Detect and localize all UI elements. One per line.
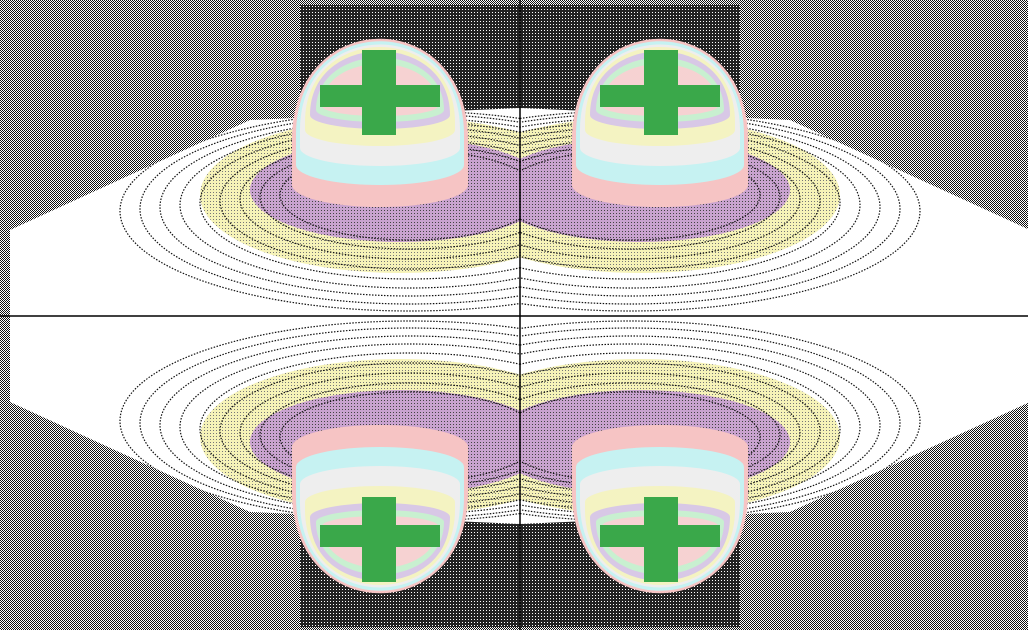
pattern-image	[0, 0, 1028, 630]
page: {}	[0, 0, 1028, 630]
